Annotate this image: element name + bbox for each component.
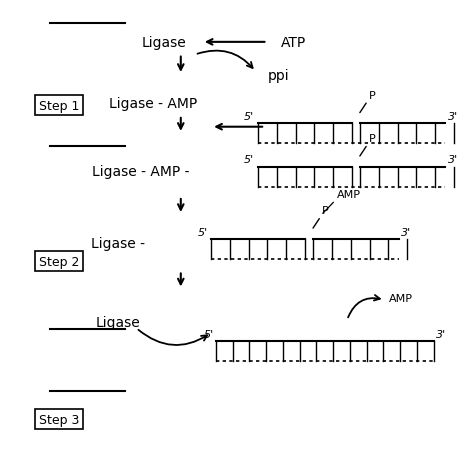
Text: Ligase - AMP -: Ligase - AMP - [92, 165, 190, 179]
Text: Ligase: Ligase [95, 316, 140, 330]
Text: Ligase: Ligase [142, 36, 187, 50]
Text: AMP: AMP [337, 189, 361, 199]
Text: P: P [369, 134, 375, 144]
Text: 5': 5' [244, 155, 255, 165]
Text: 3': 3' [448, 112, 458, 122]
Text: P: P [322, 206, 328, 216]
Text: 5': 5' [203, 329, 214, 339]
Text: ppi: ppi [267, 69, 289, 83]
Text: Step 3: Step 3 [39, 413, 79, 426]
Text: P: P [369, 90, 375, 100]
Text: Ligase - AMP: Ligase - AMP [109, 97, 197, 111]
Text: ATP: ATP [281, 36, 306, 50]
Text: 5': 5' [244, 112, 255, 122]
Text: Step 2: Step 2 [39, 255, 79, 268]
Text: AMP: AMP [389, 293, 413, 303]
Text: 3': 3' [448, 155, 458, 165]
Text: Step 1: Step 1 [39, 100, 79, 113]
Text: Ligase -: Ligase - [91, 237, 145, 251]
Text: 5': 5' [197, 227, 208, 237]
Text: 3': 3' [436, 329, 446, 339]
Text: 3': 3' [401, 227, 411, 237]
